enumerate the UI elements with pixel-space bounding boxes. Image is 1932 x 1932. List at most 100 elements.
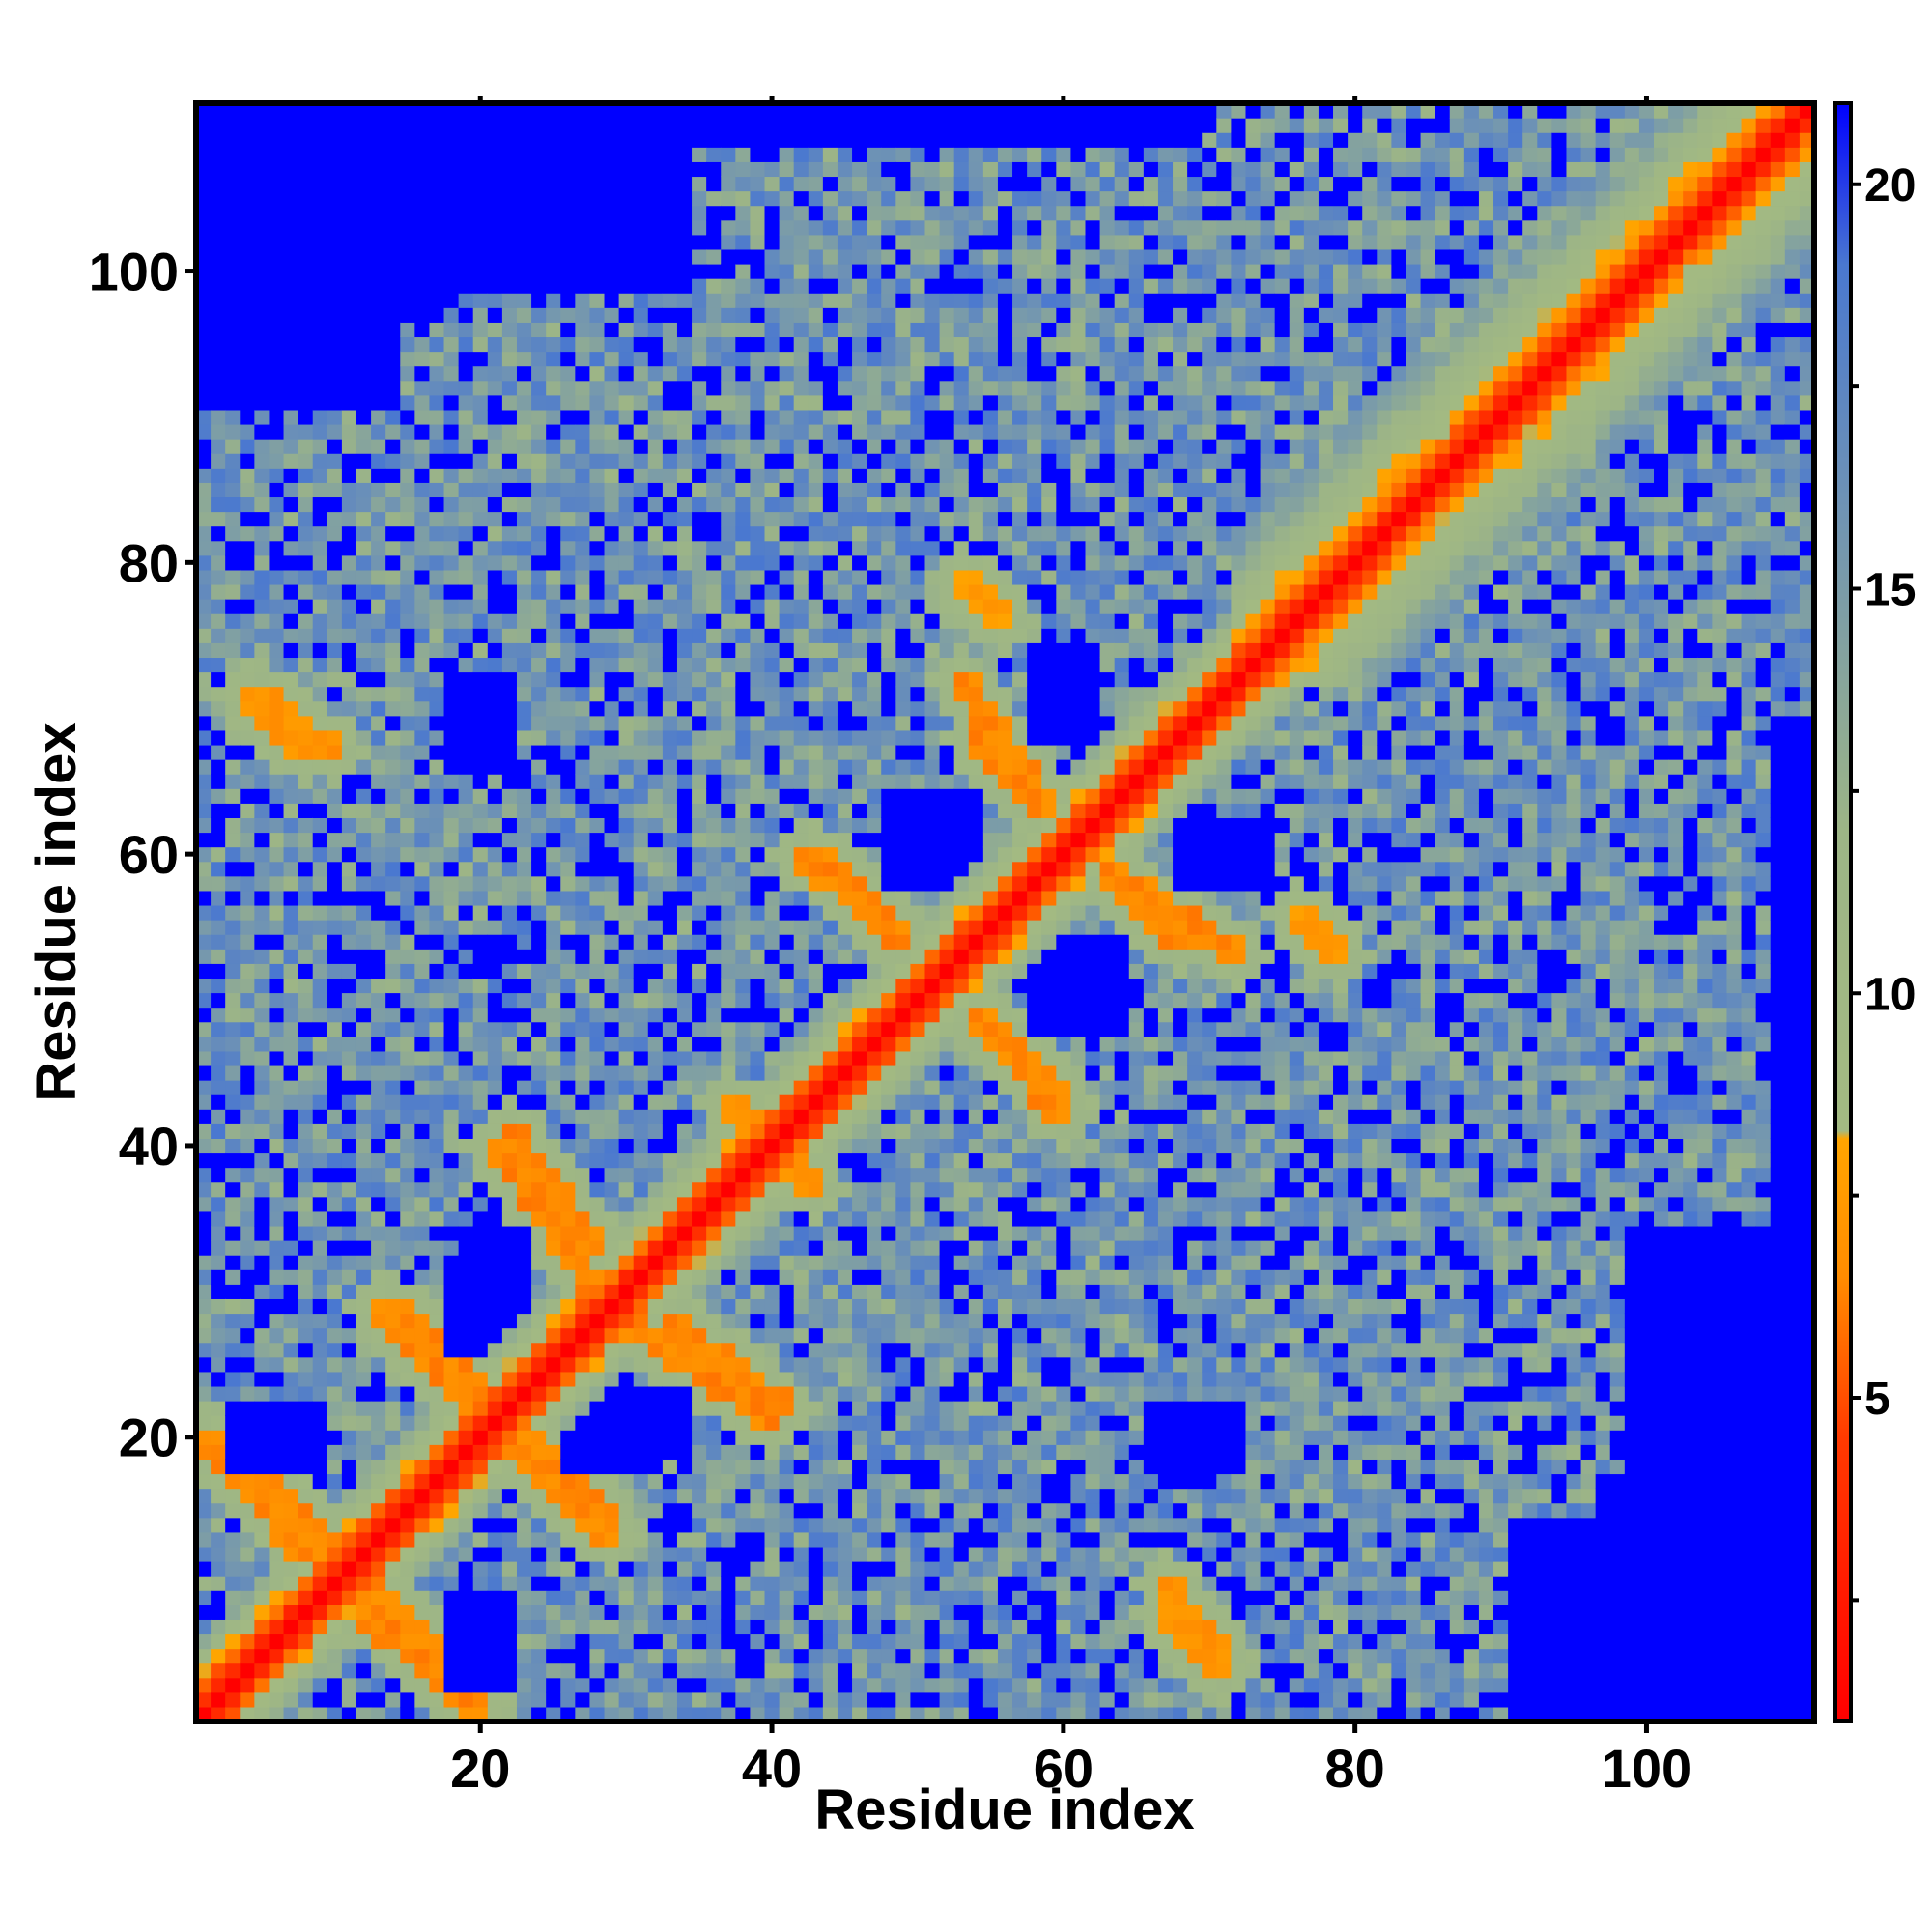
heatmap-cell bbox=[341, 1648, 357, 1664]
heatmap-cell bbox=[225, 1109, 241, 1124]
heatmap-cell bbox=[254, 599, 270, 614]
heatmap-cell bbox=[487, 729, 503, 746]
heatmap-cell bbox=[355, 1619, 372, 1635]
heatmap-cell bbox=[808, 1225, 824, 1241]
heatmap-cell bbox=[721, 715, 736, 731]
heatmap-cell bbox=[837, 468, 853, 483]
heatmap-cell bbox=[750, 132, 766, 148]
heatmap-cell bbox=[341, 103, 357, 119]
heatmap-cell bbox=[414, 147, 431, 162]
heatmap-cell bbox=[546, 307, 561, 323]
heatmap-cell bbox=[750, 832, 766, 848]
heatmap-cell bbox=[501, 511, 518, 527]
heatmap-cell bbox=[327, 788, 343, 804]
heatmap-cell bbox=[385, 817, 401, 834]
heatmap-cell bbox=[589, 147, 606, 162]
heatmap-cell bbox=[371, 1385, 386, 1402]
heatmap-cell bbox=[196, 1210, 212, 1227]
heatmap-cell bbox=[662, 759, 678, 775]
heatmap-cell bbox=[735, 1561, 752, 1577]
heatmap-cell bbox=[355, 161, 372, 178]
heatmap-cell bbox=[385, 803, 401, 819]
heatmap-cell bbox=[531, 293, 547, 308]
heatmap-cell bbox=[501, 205, 518, 221]
heatmap-cell bbox=[429, 613, 445, 629]
heatmap-cell bbox=[443, 248, 460, 265]
heatmap-cell bbox=[779, 1007, 795, 1023]
heatmap-cell bbox=[822, 628, 838, 643]
heatmap-cell bbox=[735, 278, 752, 294]
heatmap-cell bbox=[458, 1210, 474, 1227]
heatmap-cell bbox=[283, 1210, 299, 1227]
heatmap-cell bbox=[531, 394, 547, 411]
heatmap-cell bbox=[385, 963, 401, 980]
heatmap-cell bbox=[560, 1298, 576, 1315]
heatmap-cell bbox=[341, 176, 357, 192]
heatmap-cell bbox=[575, 700, 591, 717]
heatmap-cell bbox=[355, 1590, 372, 1605]
heatmap-cell bbox=[341, 715, 357, 731]
heatmap-cell bbox=[400, 322, 415, 338]
heatmap-cell bbox=[385, 453, 401, 469]
heatmap-cell bbox=[735, 832, 752, 848]
heatmap-cell bbox=[779, 1181, 795, 1198]
heatmap-cell bbox=[735, 817, 752, 834]
heatmap-cell bbox=[618, 176, 635, 192]
heatmap-cell bbox=[211, 934, 226, 950]
heatmap-cell bbox=[808, 920, 824, 935]
heatmap-cell bbox=[750, 788, 766, 804]
heatmap-cell bbox=[400, 1444, 415, 1460]
heatmap-cell bbox=[604, 1531, 620, 1548]
heatmap-cell bbox=[822, 540, 838, 556]
heatmap-cell bbox=[764, 1401, 781, 1416]
heatmap-cell bbox=[531, 1473, 547, 1490]
heatmap-cell bbox=[312, 234, 328, 250]
heatmap-cell bbox=[429, 1561, 445, 1577]
heatmap-cell bbox=[822, 1109, 838, 1124]
heatmap-cell bbox=[531, 1181, 547, 1198]
heatmap-cell bbox=[837, 1648, 853, 1664]
heatmap-cell bbox=[706, 1619, 722, 1635]
heatmap-cell bbox=[735, 803, 752, 819]
heatmap-cell bbox=[692, 715, 707, 731]
heatmap-cell bbox=[837, 788, 853, 804]
heatmap-cell bbox=[269, 511, 285, 527]
heatmap-cell bbox=[458, 380, 474, 396]
heatmap-cell bbox=[764, 1561, 781, 1577]
heatmap-cell bbox=[443, 817, 460, 834]
heatmap-cell bbox=[546, 278, 561, 294]
heatmap-cell bbox=[269, 1576, 285, 1591]
heatmap-cell bbox=[487, 1210, 503, 1227]
heatmap-cell bbox=[706, 161, 722, 178]
heatmap-cell bbox=[793, 920, 810, 935]
heatmap-cell bbox=[458, 861, 474, 877]
heatmap-cell bbox=[283, 759, 299, 775]
heatmap-cell bbox=[516, 1094, 532, 1110]
heatmap-cell bbox=[546, 1706, 561, 1722]
heatmap-cell bbox=[400, 1691, 415, 1708]
heatmap-cell bbox=[604, 1327, 620, 1344]
heatmap-cell bbox=[196, 1138, 212, 1154]
heatmap-cell bbox=[225, 1371, 241, 1387]
heatmap-cell bbox=[458, 846, 474, 863]
heatmap-cell bbox=[837, 949, 853, 964]
heatmap-cell bbox=[706, 497, 722, 513]
heatmap-cell bbox=[312, 1561, 328, 1577]
heatmap-cell bbox=[327, 205, 343, 221]
heatmap-cell bbox=[837, 322, 853, 338]
heatmap-cell bbox=[706, 949, 722, 964]
heatmap-cell bbox=[721, 832, 736, 848]
heatmap-cell bbox=[721, 161, 736, 178]
heatmap-cell bbox=[516, 715, 532, 731]
heatmap-cell bbox=[516, 511, 532, 527]
heatmap-cell bbox=[662, 1269, 678, 1285]
heatmap-cell bbox=[472, 132, 489, 148]
heatmap-cell bbox=[327, 336, 343, 353]
heatmap-cell bbox=[472, 1706, 489, 1722]
heatmap-cell bbox=[269, 526, 285, 542]
heatmap-cell bbox=[531, 1269, 547, 1285]
heatmap-cell bbox=[487, 293, 503, 308]
heatmap-cell bbox=[355, 190, 372, 207]
heatmap-cell bbox=[633, 234, 649, 250]
heatmap-cell bbox=[283, 978, 299, 994]
